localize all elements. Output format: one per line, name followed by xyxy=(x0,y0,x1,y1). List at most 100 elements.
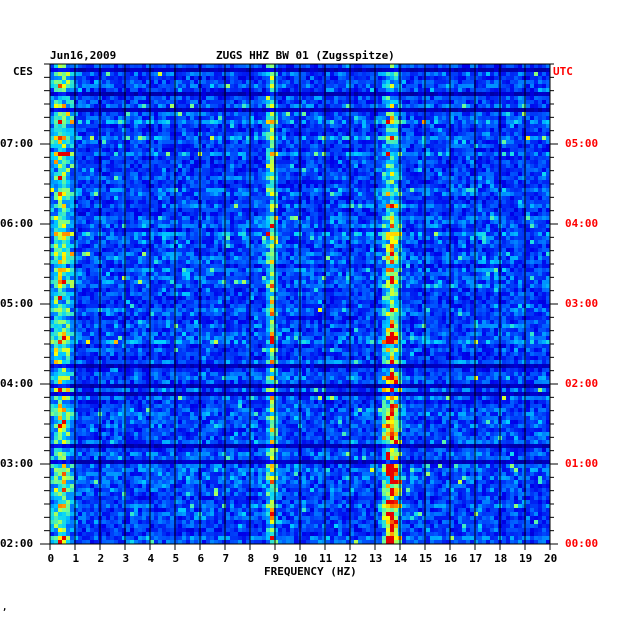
heatmap-cell xyxy=(178,80,182,84)
heatmap-cell xyxy=(442,116,446,120)
heatmap-cell xyxy=(438,184,442,188)
heatmap-cell xyxy=(226,104,230,108)
heatmap-cell xyxy=(326,128,330,132)
heatmap-cell xyxy=(318,212,322,216)
heatmap-cell xyxy=(326,136,330,140)
heatmap-cell xyxy=(342,156,346,160)
heatmap-cell xyxy=(486,92,490,96)
heatmap-cell xyxy=(102,120,106,124)
heatmap-cell xyxy=(78,76,82,80)
heatmap-cell xyxy=(354,76,358,80)
heatmap-cell xyxy=(326,184,330,188)
heatmap-cell xyxy=(158,88,162,92)
heatmap-cell xyxy=(194,116,198,120)
heatmap-cell xyxy=(114,156,118,160)
heatmap-cell xyxy=(358,132,362,136)
heatmap-cell xyxy=(390,152,394,156)
heatmap-cell xyxy=(350,100,354,104)
heatmap-cell xyxy=(94,72,98,76)
heatmap-cell xyxy=(154,132,158,136)
heatmap-cell xyxy=(130,220,134,224)
heatmap-cell xyxy=(78,156,82,160)
heatmap-cell xyxy=(110,68,114,72)
heatmap-cell xyxy=(58,212,62,216)
heatmap-cell xyxy=(74,128,78,132)
heatmap-cell xyxy=(410,124,414,128)
heatmap-cell xyxy=(390,196,394,200)
heatmap-cell xyxy=(194,140,198,144)
heatmap-cell xyxy=(246,88,250,92)
heatmap-cell xyxy=(534,168,538,172)
heatmap-cell xyxy=(482,148,486,152)
heatmap-cell xyxy=(546,72,550,76)
heatmap-cell xyxy=(110,172,114,176)
heatmap-cell xyxy=(430,140,434,144)
heatmap-cell xyxy=(446,140,450,144)
heatmap-cell xyxy=(214,88,218,92)
heatmap-cell xyxy=(462,148,466,152)
heatmap-cell xyxy=(162,204,166,208)
heatmap-cell xyxy=(278,136,282,140)
heatmap-cell xyxy=(254,112,258,116)
heatmap-cell xyxy=(414,208,418,212)
heatmap-cell xyxy=(66,144,70,148)
heatmap-cell xyxy=(334,188,338,192)
heatmap-cell xyxy=(510,140,514,144)
heatmap-cell xyxy=(206,100,210,104)
heatmap-cell xyxy=(538,120,542,124)
heatmap-cell xyxy=(410,148,414,152)
heatmap-cell xyxy=(382,100,386,104)
heatmap-cell xyxy=(314,192,318,196)
heatmap-cell xyxy=(438,196,442,200)
heatmap-cell xyxy=(130,68,134,72)
heatmap-cell xyxy=(130,140,134,144)
heatmap-cell xyxy=(162,68,166,72)
heatmap-cell xyxy=(494,132,498,136)
heatmap-cell xyxy=(314,172,318,176)
heatmap-cell xyxy=(106,128,110,132)
heatmap-cell xyxy=(386,136,390,140)
heatmap-cell xyxy=(242,216,246,220)
heatmap-cell xyxy=(90,144,94,148)
heatmap-cell xyxy=(502,200,506,204)
heatmap-cell xyxy=(166,188,170,192)
heatmap-cell xyxy=(370,184,374,188)
heatmap-cell xyxy=(310,152,314,156)
heatmap-cell xyxy=(170,196,174,200)
heatmap-cell xyxy=(54,188,58,192)
heatmap-cell xyxy=(110,144,114,148)
heatmap-cell xyxy=(378,216,382,220)
heatmap-cell xyxy=(510,100,514,104)
heatmap-cell xyxy=(418,124,422,128)
heatmap-cell xyxy=(390,128,394,132)
heatmap-cell xyxy=(382,216,386,220)
heatmap-cell xyxy=(462,100,466,104)
heatmap-cell xyxy=(546,144,550,148)
heatmap-cell xyxy=(490,192,494,196)
heatmap-cell xyxy=(202,152,206,156)
heatmap-cell xyxy=(206,124,210,128)
heatmap-cell xyxy=(234,156,238,160)
heatmap-cell xyxy=(378,200,382,204)
heatmap-cell xyxy=(386,208,390,212)
heatmap-cell xyxy=(142,68,146,72)
heatmap-cell xyxy=(386,200,390,204)
heatmap-cell xyxy=(278,124,282,128)
heatmap-cell xyxy=(246,160,250,164)
heatmap-cell xyxy=(78,172,82,176)
heatmap-cell xyxy=(362,128,366,132)
heatmap-cell xyxy=(126,124,130,128)
heatmap-cell xyxy=(70,164,74,168)
heatmap-cell xyxy=(214,112,218,116)
heatmap-cell xyxy=(306,160,310,164)
heatmap-cell xyxy=(202,204,206,208)
heatmap-cell xyxy=(510,204,514,208)
heatmap-cell xyxy=(282,168,286,172)
heatmap-cell xyxy=(310,156,314,160)
heatmap-cell xyxy=(374,180,378,184)
heatmap-cell xyxy=(422,136,426,140)
heatmap-cell xyxy=(214,188,218,192)
heatmap-cell xyxy=(266,148,270,152)
heatmap-cell xyxy=(150,156,154,160)
heatmap-cell xyxy=(54,100,58,104)
